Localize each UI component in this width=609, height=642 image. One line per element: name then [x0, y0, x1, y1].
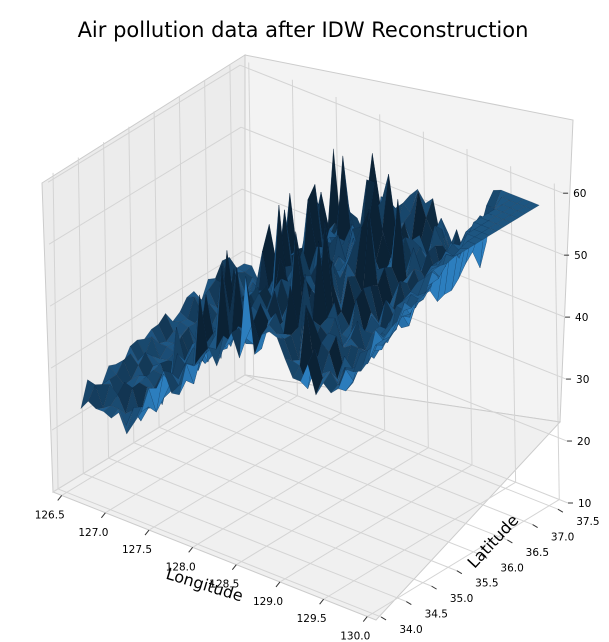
back-gridline-x: [553, 183, 560, 500]
y-tick-mark: [380, 616, 387, 621]
side-gridline-y: [77, 157, 84, 474]
x-axis-label: Longitude: [164, 564, 246, 605]
z-tick-label: 10: [578, 498, 591, 510]
floor-gridline-y: [133, 442, 458, 572]
chart-title: Air pollution data after IDW Reconstruct…: [78, 18, 529, 42]
floor-gridline-y: [158, 426, 483, 556]
surface: [80, 148, 540, 435]
surface-facet: [467, 236, 483, 245]
floor-gridline-y: [57, 488, 382, 618]
x-tick-label: 127.0: [78, 527, 108, 539]
floor-gridline-x: [279, 464, 473, 583]
side-gridline-y: [52, 172, 59, 489]
y-tick-mark: [406, 601, 412, 605]
floor-gridline-y: [184, 411, 508, 541]
x-tick-label: 129.0: [253, 596, 283, 608]
floor-gridline-x: [323, 481, 516, 600]
floor-gridline-x: [61, 378, 254, 496]
x-tick-label: 129.5: [297, 613, 327, 625]
y-tick-label: 35.0: [450, 593, 473, 605]
x-tick-label: 130.0: [340, 631, 370, 642]
z-tick-label: 40: [575, 312, 588, 324]
side-gridline-z: [52, 374, 246, 493]
side-gridline-z: [47, 64, 241, 183]
x-tick-label: 126.5: [35, 509, 65, 521]
x-tick-mark: [231, 564, 237, 570]
floor-gridline-x: [367, 499, 560, 617]
z-tick-label: 50: [574, 250, 587, 262]
x-tick-mark: [144, 529, 150, 536]
y-tick-mark: [557, 508, 564, 513]
back-gridline-z: [239, 64, 564, 194]
x-tick-mark: [100, 512, 106, 519]
side-gridline-z: [48, 126, 242, 245]
x-tick-mark: [57, 495, 63, 501]
x-tick-label: 128.0: [166, 561, 196, 573]
y-tick-label: 36.5: [526, 547, 549, 559]
surface-facet: [375, 328, 391, 341]
back-gridline-z: [244, 374, 569, 504]
y-tick-mark: [507, 539, 513, 544]
x-tick-mark: [319, 598, 325, 605]
floor-gridline-x: [236, 447, 429, 566]
y-tick-label: 34.0: [399, 624, 422, 636]
y-tick-mark: [481, 554, 488, 559]
x-tick-mark: [275, 581, 281, 588]
floor-gridline-x: [148, 412, 342, 531]
x-tick-mark: [188, 547, 194, 553]
side-gridline-z: [50, 250, 244, 369]
side-gridline-z: [49, 188, 243, 307]
y-tick-mark: [431, 585, 437, 590]
y-tick-label: 35.5: [475, 578, 498, 590]
floor-gridline-x: [192, 429, 385, 548]
floor-gridline-y: [108, 457, 432, 587]
z-tick-label: 60: [573, 188, 586, 200]
surface-facet: [524, 201, 540, 210]
floor-gridline-x: [105, 395, 298, 514]
floor-gridline-y: [234, 380, 559, 510]
y-tick-label: 34.5: [425, 609, 448, 621]
surface-facet: [488, 223, 505, 232]
x-tick-mark: [362, 616, 368, 622]
x-tick-label: 127.5: [122, 544, 152, 556]
floor-gridline-y: [83, 473, 407, 602]
y-tick-label: 36.0: [500, 562, 523, 574]
back-gridline-z: [240, 126, 565, 256]
y-tick-label: 37.5: [576, 516, 599, 528]
y-tick-mark: [532, 524, 538, 528]
x-tick-label: 128.5: [209, 579, 239, 591]
z-tick-label: 20: [577, 436, 590, 448]
floor-gridline-y: [209, 396, 533, 526]
y-tick-mark: [456, 570, 463, 575]
z-tick-label: 30: [576, 374, 589, 386]
y-tick-label: 37.0: [551, 532, 574, 544]
axis-ticks: 126.5 127.0 127.5 128.0 128.5 129.0 129.5 130.0…: [35, 188, 600, 642]
back-gridline-x: [466, 148, 473, 465]
surface-facet: [509, 210, 526, 219]
surface-facet: [474, 232, 490, 241]
